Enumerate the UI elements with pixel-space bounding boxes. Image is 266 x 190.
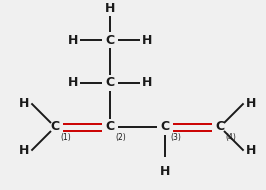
- Text: C: C: [105, 120, 115, 134]
- Text: (1): (1): [60, 133, 71, 142]
- Text: C: C: [160, 120, 169, 134]
- Text: C: C: [215, 120, 225, 134]
- Text: H: H: [246, 97, 256, 110]
- Text: H: H: [19, 97, 30, 110]
- Text: C: C: [51, 120, 60, 134]
- Text: H: H: [142, 33, 152, 47]
- Text: H: H: [19, 144, 30, 157]
- Text: (2): (2): [115, 133, 126, 142]
- Text: H: H: [105, 2, 115, 16]
- Text: H: H: [68, 77, 78, 89]
- Text: C: C: [105, 33, 115, 47]
- Text: (3): (3): [170, 133, 181, 142]
- Text: H: H: [142, 77, 152, 89]
- Text: H: H: [68, 33, 78, 47]
- Text: H: H: [246, 144, 256, 157]
- Text: C: C: [105, 77, 115, 89]
- Text: (4): (4): [225, 133, 236, 142]
- Text: H: H: [160, 165, 170, 178]
